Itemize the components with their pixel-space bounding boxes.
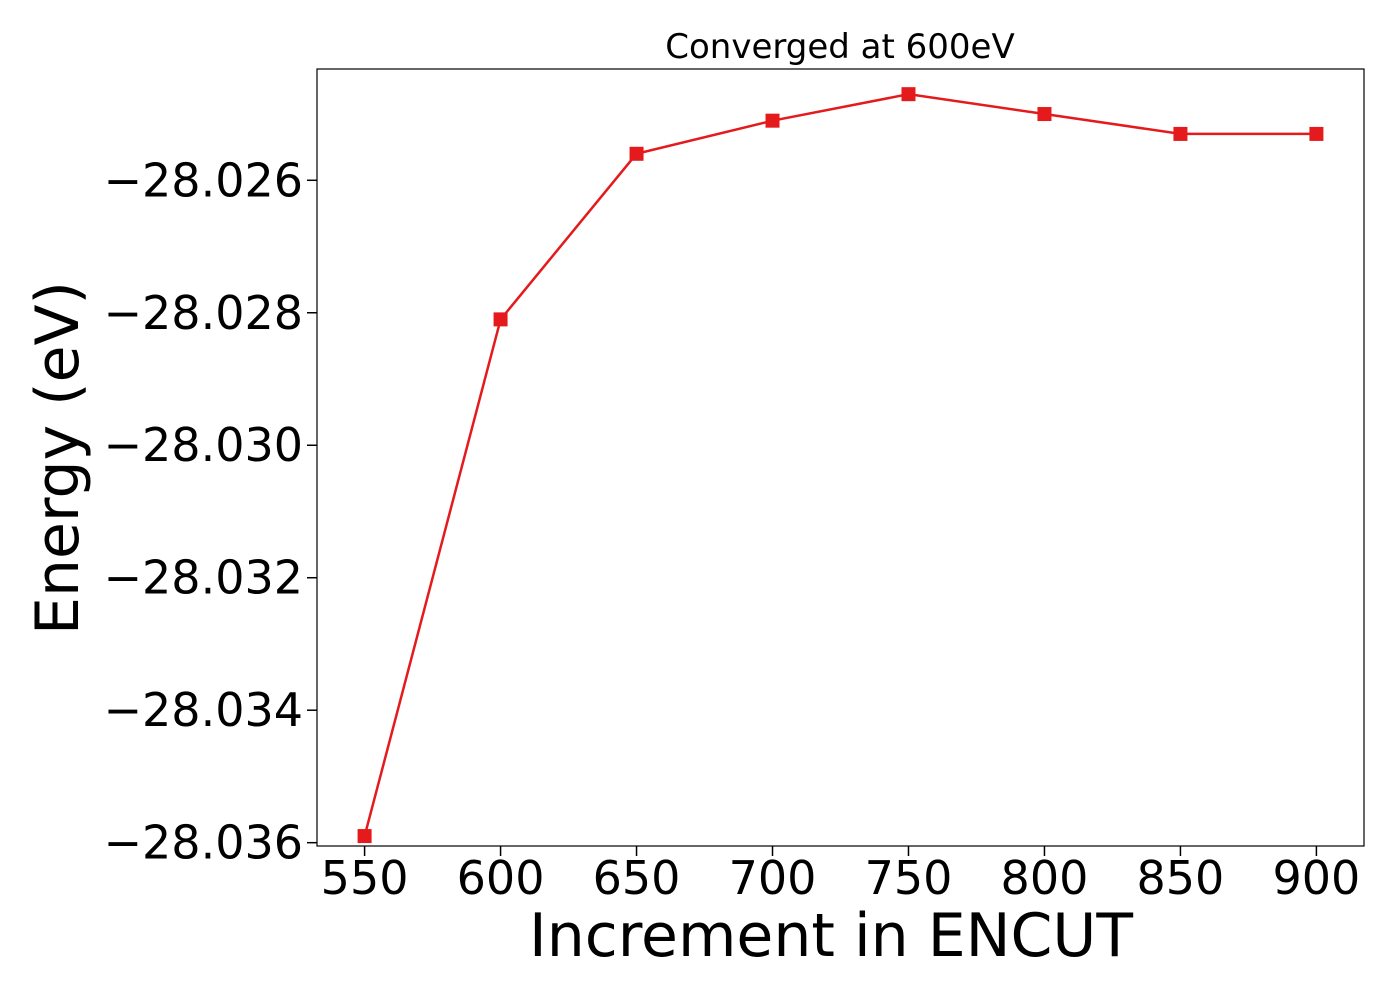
x-tick-label: 800: [1001, 851, 1089, 905]
x-tick-label: 550: [321, 851, 409, 905]
x-axis-ticks: 550 600 650 700 750 800 850 900: [321, 846, 1361, 905]
plot-area-frame: [316, 68, 1365, 847]
x-tick-label: 600: [457, 851, 545, 905]
data-point-marker: [901, 87, 916, 102]
x-axis-label: Increment in ENCUT: [529, 901, 1133, 971]
series-line: [363, 92, 1317, 837]
data-point-marker: [1037, 107, 1052, 122]
x-tick-label: 700: [729, 851, 817, 905]
x-tick-label: 750: [865, 851, 953, 905]
data-point-marker: [765, 113, 780, 128]
x-tick-label: 850: [1137, 851, 1225, 905]
chart-title: Converged at 600eV: [665, 27, 1014, 67]
y-tick-label: −28.030: [104, 418, 304, 472]
data-point-marker: [1309, 126, 1324, 141]
y-tick-label: −28.034: [104, 683, 304, 737]
data-point-marker: [357, 829, 372, 844]
x-tick-label: 650: [593, 851, 681, 905]
y-tick-label: −28.028: [104, 286, 304, 340]
y-axis-ticks: −28.036 −28.034 −28.032 −28.030 −28.028 −28.0…: [104, 153, 317, 870]
y-tick-label: −28.032: [104, 551, 304, 605]
series-group: [357, 87, 1324, 844]
y-axis-label: Energy (eV): [23, 281, 93, 635]
x-tick-label: 900: [1273, 851, 1361, 905]
data-point-marker: [493, 312, 508, 327]
data-point-marker: [1173, 126, 1188, 141]
y-tick-label: −28.026: [104, 153, 304, 207]
y-tick-label: −28.036: [104, 816, 304, 870]
data-point-marker: [629, 146, 644, 161]
